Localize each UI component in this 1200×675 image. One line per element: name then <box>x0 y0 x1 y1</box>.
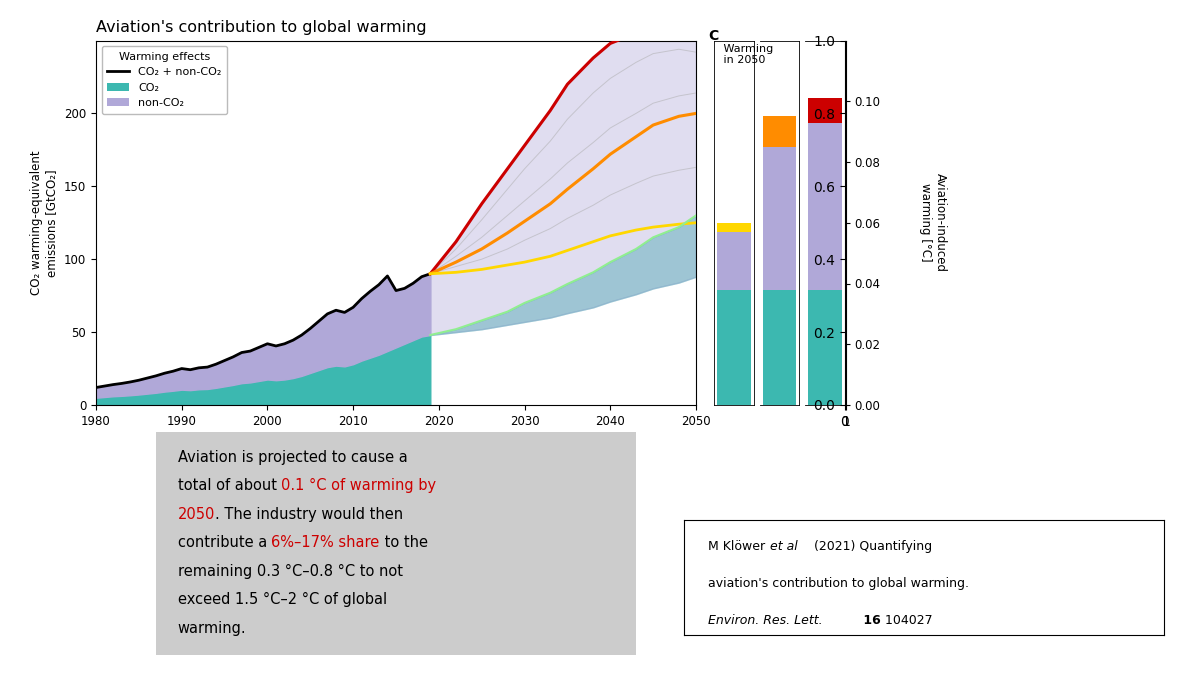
Text: Aviation is projected to cause a: Aviation is projected to cause a <box>178 450 407 465</box>
Bar <box>716 223 751 290</box>
Text: aviation's contribution to global warming.: aviation's contribution to global warmin… <box>708 577 970 590</box>
Text: 6%–17% share: 6%–17% share <box>271 535 379 550</box>
Legend: CO₂ + non-CO₂, CO₂, non-CO₂: CO₂ + non-CO₂, CO₂, non-CO₂ <box>102 46 227 114</box>
Text: Environ. Res. Lett.: Environ. Res. Lett. <box>708 614 823 627</box>
Text: (2021) Quantifying: (2021) Quantifying <box>810 541 932 554</box>
Text: total of about: total of about <box>178 479 281 493</box>
Bar <box>808 98 842 123</box>
Text: remaining 0.3 °C–0.8 °C to not: remaining 0.3 °C–0.8 °C to not <box>178 564 403 579</box>
Bar <box>716 290 751 405</box>
Text: Warming
 in 2050: Warming in 2050 <box>720 44 773 65</box>
Text: C: C <box>708 30 719 43</box>
Text: 0.1 °C of warming by: 0.1 °C of warming by <box>281 479 437 493</box>
Y-axis label: CO₂ warming-equivalent
emissions [GtCO₂]: CO₂ warming-equivalent emissions [GtCO₂] <box>30 151 59 295</box>
Text: warming.: warming. <box>178 621 246 636</box>
Text: contribute a: contribute a <box>178 535 271 550</box>
Bar <box>762 116 797 147</box>
Bar <box>808 98 842 290</box>
Y-axis label: Aviation-induced
warming [°C]: Aviation-induced warming [°C] <box>919 173 947 272</box>
Text: exceed 1.5 °C–2 °C of global: exceed 1.5 °C–2 °C of global <box>178 593 386 608</box>
Text: 104027: 104027 <box>881 614 932 627</box>
Bar <box>762 147 797 290</box>
X-axis label: year: year <box>382 433 410 446</box>
Text: M Klöwer: M Klöwer <box>708 541 769 554</box>
Text: to the: to the <box>379 535 427 550</box>
Text: 16: 16 <box>859 614 881 627</box>
Text: Aviation's contribution to global warming: Aviation's contribution to global warmin… <box>96 20 427 35</box>
Text: . The industry would then: . The industry would then <box>215 507 403 522</box>
Bar <box>762 290 797 405</box>
Text: 2050: 2050 <box>178 507 215 522</box>
Bar <box>716 223 751 232</box>
Bar <box>808 290 842 405</box>
Text: et al: et al <box>770 541 798 554</box>
